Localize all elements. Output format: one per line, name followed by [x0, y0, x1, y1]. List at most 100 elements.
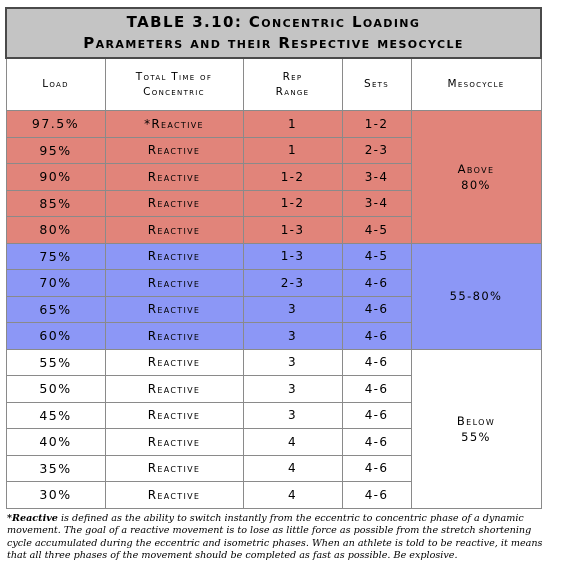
sets-cell: 4-5 [341, 216, 412, 244]
rep-cell: 1-3 [242, 242, 343, 270]
table-title-line-1: TABLE 3.10: Concentric Loading [126, 13, 421, 31]
load-cell: 35% [5, 454, 106, 482]
mesocycle-mid-cell: 55-80% [410, 242, 542, 350]
rep-cell: 3 [242, 322, 343, 350]
sets-cell: 4-6 [341, 481, 412, 509]
header-sets: Sets [341, 57, 412, 111]
table-row: 60% Reactive 3 4-6 [5, 322, 541, 350]
time-cell: Reactive [104, 428, 244, 456]
sets-cell: 4-6 [341, 375, 412, 403]
mesocycle-below-line-2: 55% [461, 429, 491, 444]
footnote-term: *Reactive [7, 513, 58, 524]
rep-cell: 1 [242, 110, 343, 138]
rep-cell: 1-2 [242, 189, 343, 217]
rep-cell: 1 [242, 136, 343, 164]
footnote-text: is defined as the ability to switch inst… [7, 513, 543, 562]
time-cell: Reactive [104, 454, 244, 482]
time-cell: Reactive [104, 216, 244, 244]
table-row: 70% Reactive 2-3 4-6 [5, 269, 541, 297]
table-title-line-2: Parameters and their Respective mesocycl… [83, 34, 464, 52]
table-title-row: TABLE 3.10: Concentric Loading Parameter… [4, 7, 543, 59]
load-cell: 55% [5, 348, 106, 376]
header-rep-line-1: Rep [282, 70, 303, 83]
header-rep-line-2: Range [275, 85, 310, 98]
load-cell: 50% [5, 375, 106, 403]
rep-cell: 2-3 [242, 269, 343, 297]
load-cell: 40% [5, 428, 106, 456]
header-load: Load [5, 57, 106, 111]
sets-cell: 3-4 [341, 189, 412, 217]
table-row: 30% Reactive 4 4-6 [5, 481, 541, 509]
load-cell: 75% [5, 242, 106, 270]
table-row: 75% Reactive 1-3 4-5 55-80% [5, 242, 542, 350]
load-cell: 30% [5, 481, 106, 509]
table-row: 80% Reactive 1-3 4-5 [5, 216, 541, 244]
sets-cell: 4-6 [341, 269, 412, 297]
time-cell: Reactive [104, 163, 244, 191]
rep-cell: 1-2 [242, 163, 343, 191]
time-cell: Reactive [104, 322, 244, 350]
time-cell: Reactive [104, 481, 244, 509]
time-cell: Reactive [104, 295, 244, 323]
time-cell: Reactive [104, 348, 244, 376]
sets-cell: 4-5 [341, 242, 412, 270]
rep-cell: 3 [242, 375, 343, 403]
table-row: 35% Reactive 4 4-6 [5, 454, 541, 482]
table-row: 95% Reactive 1 2-3 [5, 136, 541, 164]
load-cell: 85% [5, 189, 106, 217]
rep-cell: 4 [242, 428, 343, 456]
time-cell: Reactive [104, 269, 244, 297]
load-cell: 90% [5, 163, 106, 191]
sets-cell: 4-6 [341, 454, 412, 482]
load-cell: 60% [5, 322, 106, 350]
mesocycle-below-line-1: Below [456, 413, 496, 428]
footnote: *Reactive is defined as the ability to s… [7, 513, 553, 563]
header-rep-range: Rep Range [242, 57, 343, 111]
header-row: Load Total Time of Concentric Rep Range … [5, 57, 542, 111]
time-cell: Reactive [104, 189, 244, 217]
table-row: 40% Reactive 4 4-6 [5, 428, 541, 456]
time-cell: *Reactive [104, 110, 244, 138]
loading-table-container: TABLE 3.10: Concentric Loading Parameter… [4, 7, 543, 509]
time-cell: Reactive [104, 242, 244, 270]
header-mesocycle: Mesocycle [410, 57, 542, 111]
rep-cell: 4 [242, 481, 343, 509]
header-total-time-line-1: Total Time of [135, 70, 213, 83]
rep-cell: 3 [242, 401, 343, 429]
header-total-time-line-2: Concentric [143, 85, 205, 98]
load-cell: 95% [5, 136, 106, 164]
rep-cell: 3 [242, 348, 343, 376]
mesocycle-above-cell: Above 80% [410, 110, 542, 244]
concentric-loading-table: TABLE 3.10: Concentric Loading Parameter… [4, 7, 543, 509]
sets-cell: 2-3 [341, 136, 412, 164]
table-title: TABLE 3.10: Concentric Loading Parameter… [4, 7, 543, 59]
header-total-time: Total Time of Concentric [104, 57, 244, 111]
rep-cell: 4 [242, 454, 343, 482]
table-row: 55% Reactive 3 4-6 Below 55% [5, 348, 542, 509]
sets-cell: 4-6 [341, 401, 412, 429]
sets-cell: 3-4 [341, 163, 412, 191]
load-cell: 45% [5, 401, 106, 429]
sets-cell: 4-6 [341, 348, 412, 376]
load-cell: 80% [5, 216, 106, 244]
mesocycle-below-cell: Below 55% [410, 348, 542, 509]
table-row: 50% Reactive 3 4-6 [5, 375, 541, 403]
table-row: 90% Reactive 1-2 3-4 [5, 163, 541, 191]
mesocycle-above-line-2: 80% [461, 177, 491, 192]
sets-cell: 1-2 [341, 110, 412, 138]
sets-cell: 4-6 [341, 322, 412, 350]
table-row: 85% Reactive 1-2 3-4 [5, 189, 541, 217]
load-cell: 65% [5, 295, 106, 323]
table-row: 65% Reactive 3 4-6 [5, 295, 541, 323]
time-cell: Reactive [104, 375, 244, 403]
table-row: 97.5% *Reactive 1 1-2 Above 80% [5, 110, 542, 244]
mesocycle-above-line-1: Above [457, 161, 495, 176]
load-cell: 70% [5, 269, 106, 297]
sets-cell: 4-6 [341, 295, 412, 323]
rep-cell: 1-3 [242, 216, 343, 244]
rep-cell: 3 [242, 295, 343, 323]
time-cell: Reactive [104, 401, 244, 429]
sets-cell: 4-6 [341, 428, 412, 456]
time-cell: Reactive [104, 136, 244, 164]
load-cell: 97.5% [5, 110, 106, 138]
